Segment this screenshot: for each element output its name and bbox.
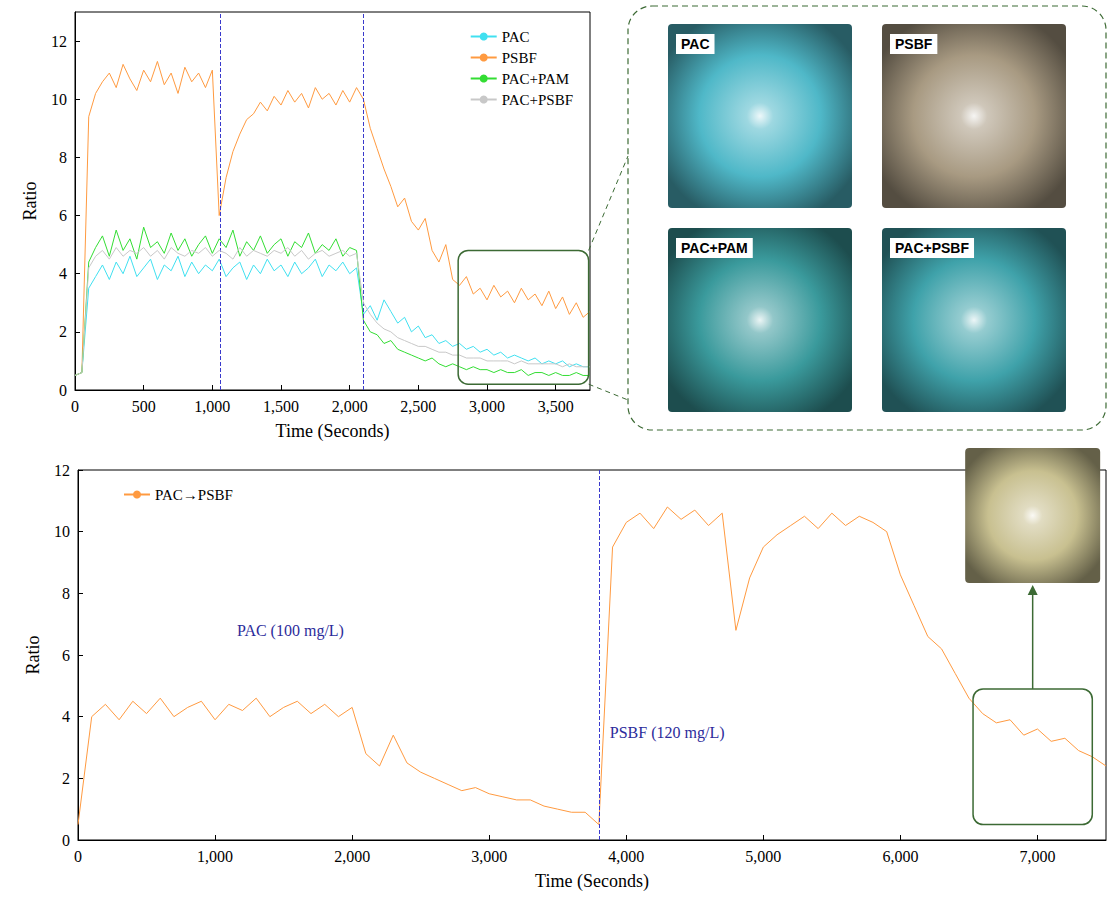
svg-text:5,000: 5,000: [745, 848, 781, 865]
svg-text:4: 4: [59, 265, 67, 282]
svg-text:10: 10: [51, 91, 67, 108]
svg-text:PAC→PSBF: PAC→PSBF: [155, 487, 233, 503]
svg-text:7,000: 7,000: [1019, 848, 1055, 865]
svg-text:2: 2: [62, 770, 70, 787]
svg-text:Time (Seconds): Time (Seconds): [535, 871, 649, 892]
svg-text:PAC: PAC: [681, 36, 710, 52]
svg-text:12: 12: [51, 33, 67, 50]
svg-text:4: 4: [62, 708, 70, 725]
svg-text:PAC+PAM: PAC+PAM: [502, 71, 569, 87]
svg-text:Time (Seconds): Time (Seconds): [276, 421, 390, 442]
svg-text:12: 12: [54, 462, 70, 479]
svg-text:2,000: 2,000: [334, 848, 370, 865]
svg-text:PSBF: PSBF: [895, 36, 933, 52]
svg-text:6,000: 6,000: [882, 848, 918, 865]
svg-text:3,000: 3,000: [471, 848, 507, 865]
svg-text:2,500: 2,500: [400, 398, 436, 415]
svg-text:10: 10: [54, 523, 70, 540]
svg-text:8: 8: [62, 585, 70, 602]
svg-text:1,000: 1,000: [194, 398, 230, 415]
svg-text:PSBF: PSBF: [502, 50, 537, 66]
svg-text:PAC+PSBF: PAC+PSBF: [895, 240, 969, 256]
svg-text:PAC+PSBF: PAC+PSBF: [502, 92, 573, 108]
svg-text:2: 2: [59, 323, 67, 340]
svg-text:8: 8: [59, 149, 67, 166]
svg-text:PAC+PAM: PAC+PAM: [681, 240, 748, 256]
svg-text:1,000: 1,000: [197, 848, 233, 865]
svg-text:6: 6: [59, 207, 67, 224]
svg-text:1,500: 1,500: [263, 398, 299, 415]
svg-text:PAC (100 mg/L): PAC (100 mg/L): [237, 622, 344, 640]
svg-text:6: 6: [62, 647, 70, 664]
svg-text:PAC: PAC: [502, 29, 530, 45]
svg-text:0: 0: [71, 398, 79, 415]
svg-text:Ratio: Ratio: [20, 182, 40, 221]
svg-text:500: 500: [132, 398, 156, 415]
svg-text:Ratio: Ratio: [23, 636, 43, 675]
svg-text:4,000: 4,000: [608, 848, 644, 865]
svg-text:PSBF (120 mg/L): PSBF (120 mg/L): [610, 724, 725, 742]
svg-text:2,000: 2,000: [332, 398, 368, 415]
svg-text:3,000: 3,000: [469, 398, 505, 415]
svg-text:0: 0: [59, 382, 67, 399]
svg-text:0: 0: [74, 848, 82, 865]
svg-text:0: 0: [62, 832, 70, 849]
svg-text:3,500: 3,500: [538, 398, 574, 415]
